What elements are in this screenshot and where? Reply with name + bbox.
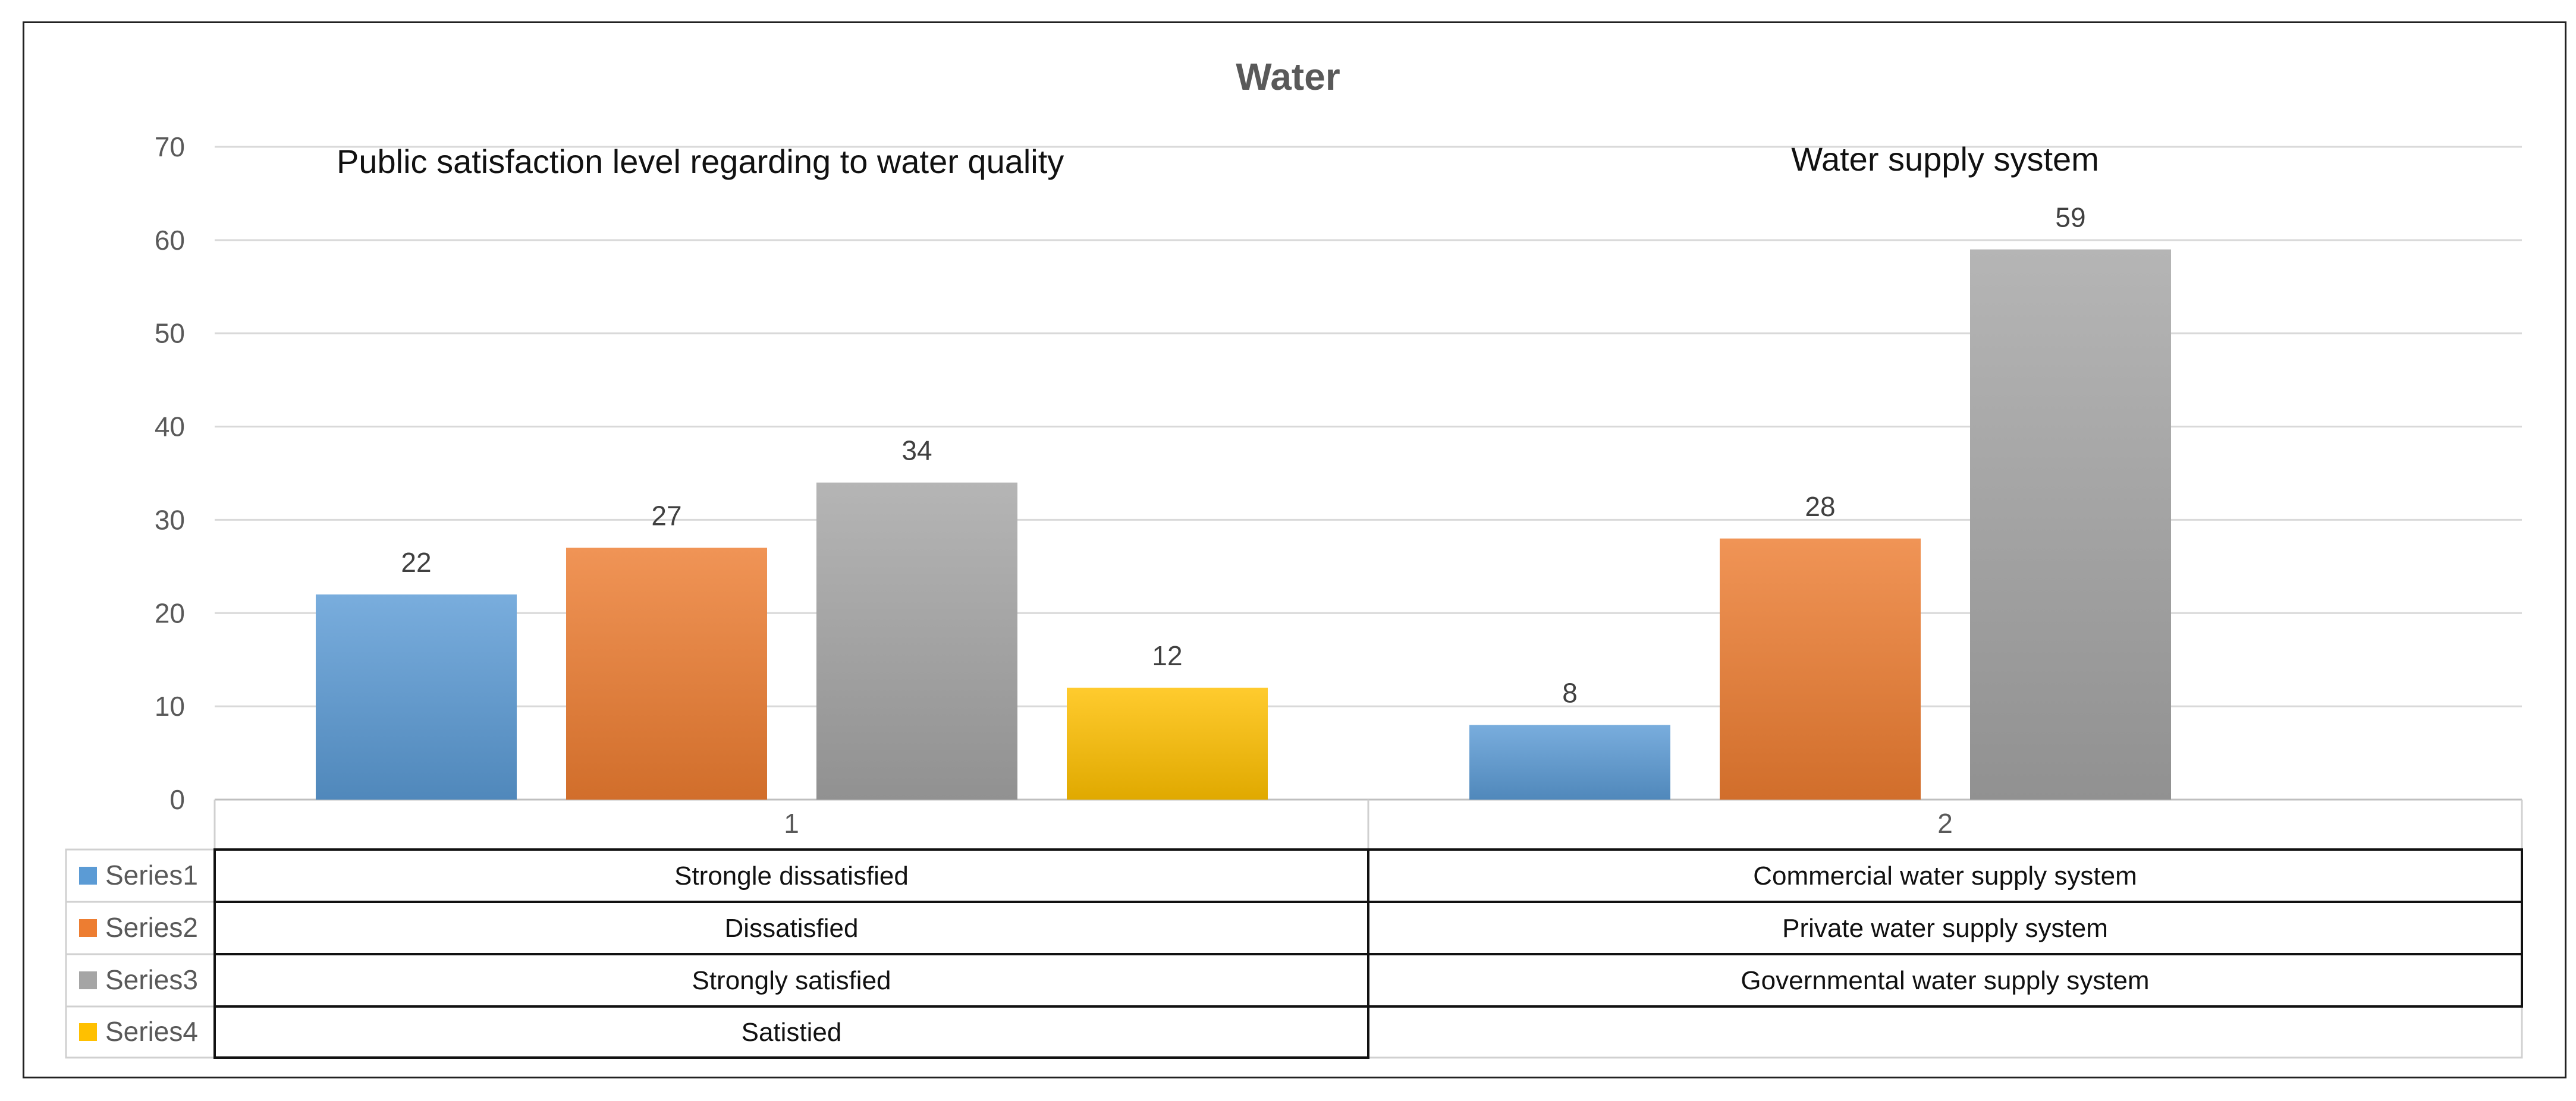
- data-label: 27: [651, 500, 681, 531]
- y-tick-label: 70: [155, 131, 185, 162]
- chart-title: Water: [1236, 55, 1340, 98]
- bar-series4-cat1: [1067, 687, 1268, 800]
- bar-series2-cat1: [566, 548, 767, 800]
- table-cell: Strongly satisfied: [692, 966, 891, 995]
- annotation-water-supply: Water supply system: [1791, 140, 2099, 178]
- table-cell: Dissatisfied: [725, 914, 859, 943]
- data-label: 8: [1562, 678, 1578, 709]
- category-label: 1: [784, 808, 799, 839]
- y-tick-label: 0: [169, 784, 185, 815]
- bars: [316, 249, 2171, 800]
- y-tick-label: 30: [155, 504, 185, 535]
- legend-label: Series2: [105, 912, 198, 943]
- legend-key-series4: [79, 1023, 97, 1041]
- data-label: 34: [901, 435, 932, 466]
- y-tick-label: 60: [155, 225, 185, 256]
- bar-series2-cat2: [1720, 538, 1921, 800]
- legend-key-series3: [79, 971, 97, 989]
- data-label: 28: [1805, 491, 1835, 522]
- data-table: 1 2 Strongle dissatisfied Commercial water …: [65, 800, 2523, 1059]
- table-cell: Satistied: [742, 1018, 842, 1047]
- bar-series3-cat2: [1970, 249, 2171, 800]
- chart-frame: Water 0 10 20 30 40 50 60 70 22 27 34 12 8 28 59 Publ…: [23, 21, 2566, 1078]
- table-cell: Private water supply system: [1782, 914, 2108, 943]
- y-tick-label: 40: [155, 411, 185, 442]
- data-labels: 22 27 34 12 8 28 59: [401, 202, 2085, 709]
- bar-series1-cat1: [316, 594, 517, 800]
- y-axis-ticks: 0 10 20 30 40 50 60 70: [155, 131, 185, 815]
- bar-series1-cat2: [1469, 725, 1670, 800]
- legend-key-series1: [79, 867, 97, 885]
- y-tick-label: 20: [155, 597, 185, 628]
- gridlines: [215, 146, 2522, 801]
- table-cell: Strongle dissatisfied: [674, 861, 909, 891]
- legend-label: Series1: [105, 860, 198, 891]
- bar-series3-cat1: [816, 482, 1017, 800]
- y-tick-label: 50: [155, 318, 185, 349]
- table-cell: Governmental water supply system: [1741, 966, 2149, 995]
- data-label: 22: [401, 547, 431, 578]
- data-label: 12: [1152, 640, 1182, 671]
- y-tick-label: 10: [155, 691, 185, 722]
- category-label: 2: [1937, 808, 1953, 839]
- legend-label: Series3: [105, 964, 198, 995]
- annotation-water-quality: Public satisfaction level regarding to w…: [337, 143, 1064, 180]
- legend-label: Series4: [105, 1016, 198, 1047]
- legend-key-series2: [79, 919, 97, 937]
- table-cell: Commercial water supply system: [1753, 861, 2137, 891]
- data-label: 59: [2055, 202, 2085, 233]
